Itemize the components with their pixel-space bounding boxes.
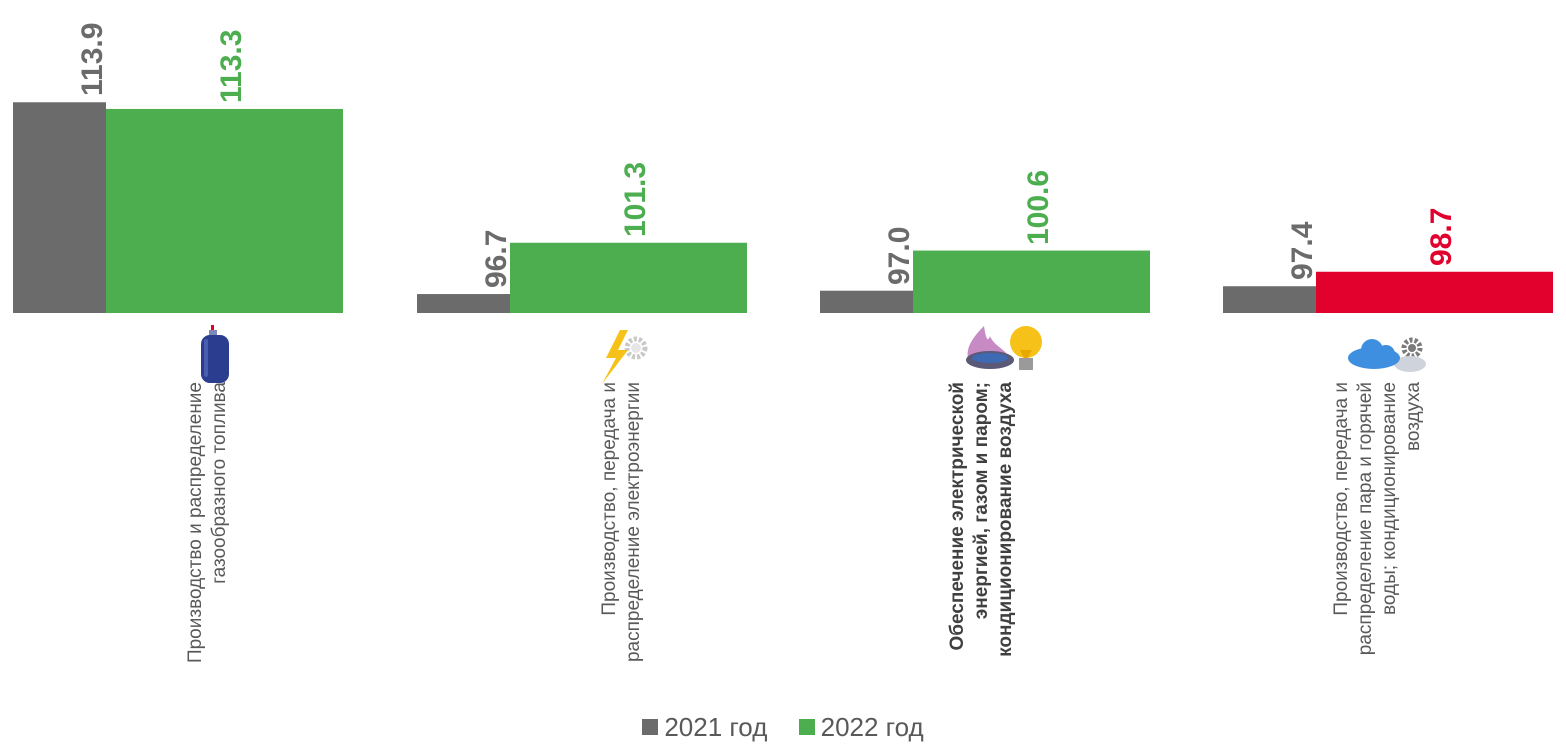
legend: 2021 год 2022 год [0, 712, 1566, 743]
legend-item-2021: 2021 год [642, 712, 767, 743]
bar-2021-1 [417, 294, 510, 313]
bar-2022-2 [913, 250, 1150, 313]
legend-swatch-2022 [798, 719, 815, 735]
legend-item-2022: 2022 год [798, 712, 924, 743]
bar-2021-2 [820, 290, 913, 313]
legend-label-2022: 2022 год [820, 712, 924, 742]
data-label-2021-3: 97.4 [1286, 221, 1319, 281]
data-label-2022-0: 113.3 [215, 29, 248, 103]
data-label-2021-0: 113.9 [76, 22, 109, 97]
category-label-0: Производство и распределение газообразно… [185, 382, 230, 664]
bar-2021-0 [13, 102, 106, 313]
data-label-2021-1: 96.7 [480, 229, 513, 289]
gas-cylinder-icon [201, 325, 229, 383]
category-label-2: Обеспечение электрической энергией, газо… [947, 382, 1016, 657]
cloud-gear-icon [1348, 337, 1426, 372]
category-label-3: Производство, передача и распределение п… [1331, 382, 1424, 656]
bar-2022-1 [510, 242, 747, 313]
data-label-2021-2: 97.0 [883, 226, 916, 285]
lightning-gear-icon [602, 330, 648, 384]
bar-2022-3 [1316, 271, 1553, 313]
legend-label-2021: 2021 год [664, 712, 768, 742]
bar-2022-0 [106, 108, 343, 313]
legend-swatch-2021 [642, 719, 659, 735]
gas-flame-bulb-icon [966, 326, 1042, 370]
data-label-2022-2: 100.6 [1022, 169, 1055, 245]
data-label-2022-3: 98.7 [1425, 207, 1458, 266]
data-label-2022-1: 101.3 [619, 161, 652, 237]
category-label-1: Производство, передача и распределение э… [599, 382, 644, 663]
bar-2021-3 [1223, 286, 1316, 313]
